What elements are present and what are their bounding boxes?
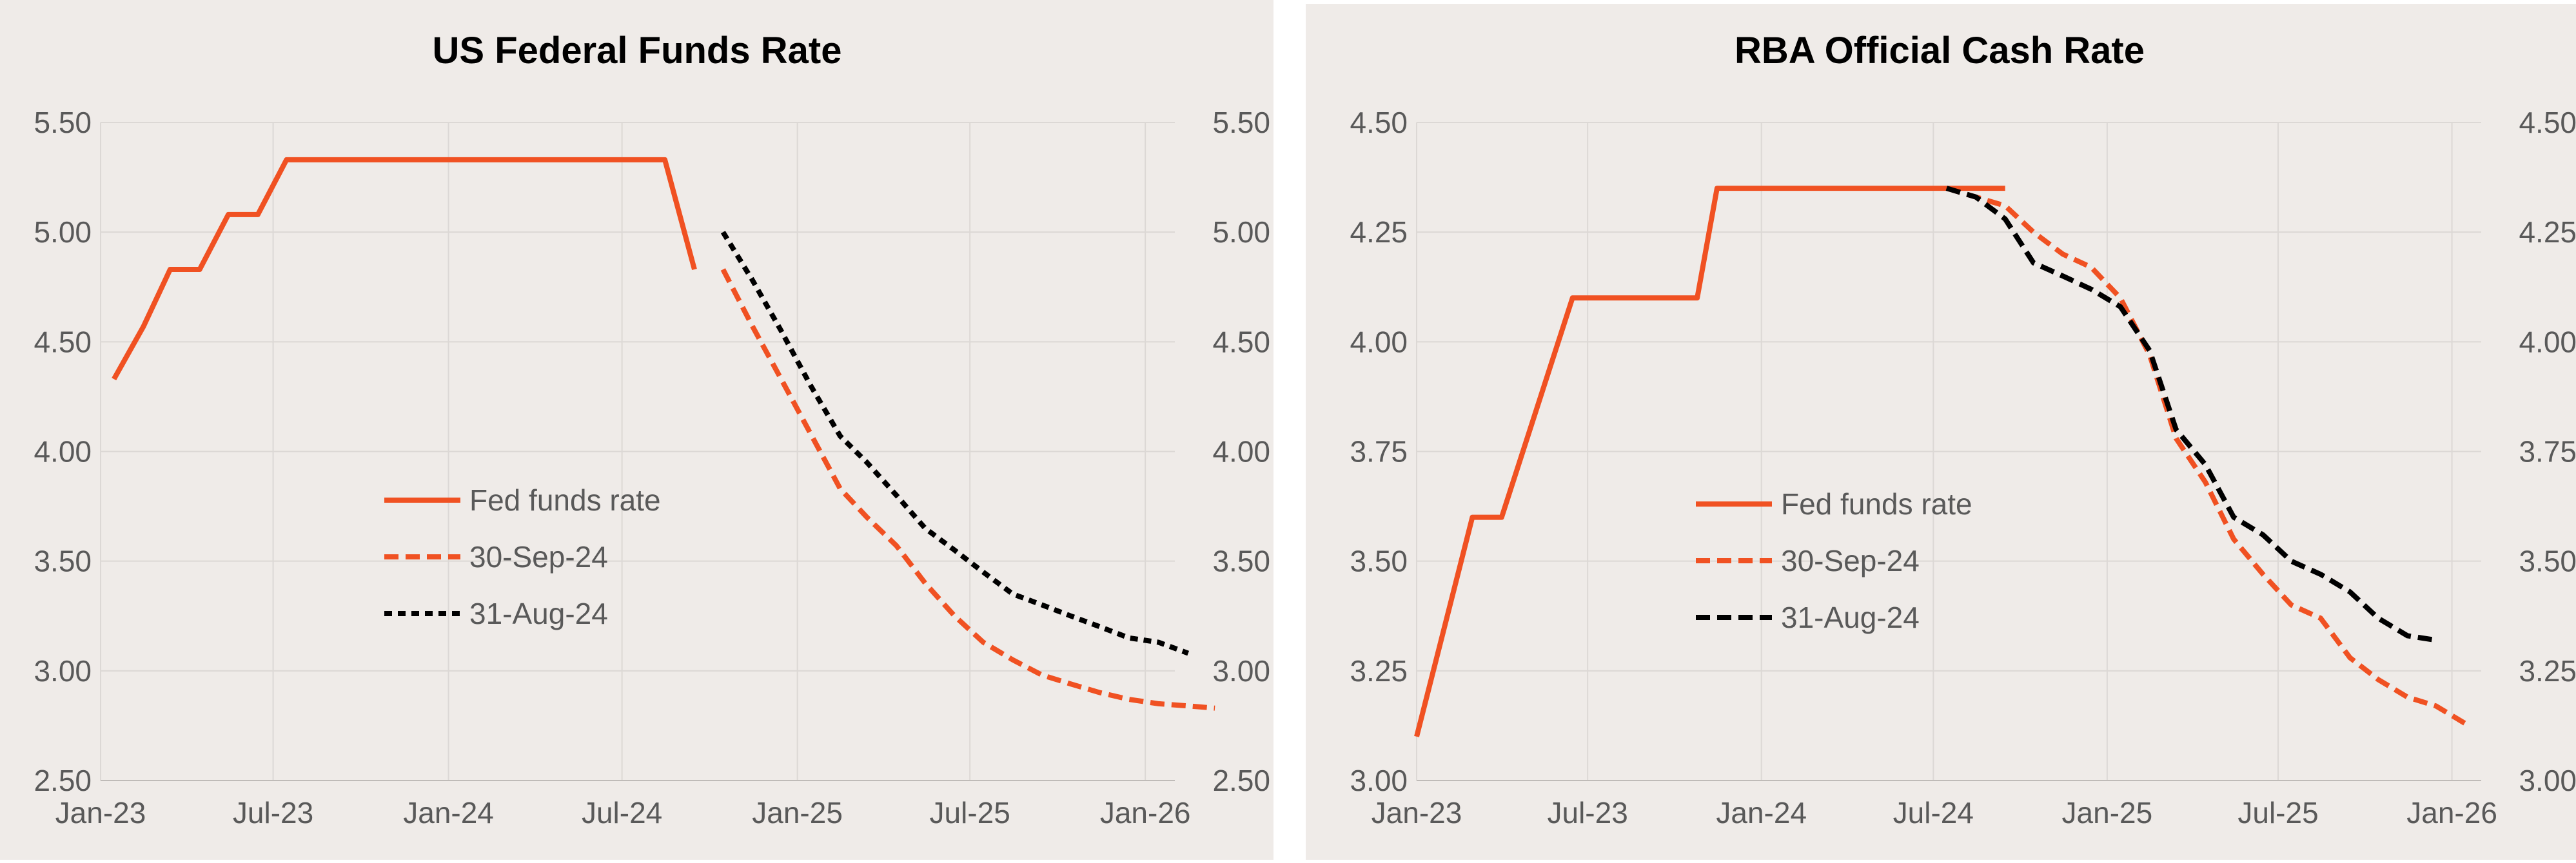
- x-tick-label: Jul-24: [582, 796, 662, 829]
- y-tick-label-right: 3.50: [2519, 545, 2576, 578]
- x-tick-label: Jan-23: [1372, 796, 1462, 829]
- chart-panel-2: RBA Official Cash Rate 3.00 3.00 3.25 3.25 3.…: [1306, 4, 2576, 860]
- y-tick-label-left: 4.00: [1350, 325, 1408, 358]
- y-tick-label-left: 4.00: [34, 435, 92, 469]
- y-tick-label-right: 2.50: [1212, 764, 1270, 797]
- y-tick-label-right: 4.00: [2519, 325, 2576, 358]
- y-tick-label-right: 4.25: [2519, 215, 2576, 249]
- y-tick-label-left: 4.50: [1350, 106, 1408, 139]
- y-tick-label-left: 5.00: [34, 215, 92, 249]
- y-tick-label-left: 3.75: [1350, 435, 1408, 469]
- series-line-1: [1414, 186, 2005, 737]
- y-tick-label-left: 3.00: [34, 654, 92, 688]
- chart-title: US Federal Funds Rate: [433, 30, 842, 72]
- y-tick-label-right: 5.50: [1212, 106, 1270, 139]
- chart-title: RBA Official Cash Rate: [1735, 30, 2145, 72]
- y-tick-label-right: 3.75: [2519, 435, 2576, 469]
- y-tick-label-right: 4.00: [1212, 435, 1270, 469]
- y-tick-label-right: 3.00: [1212, 654, 1270, 688]
- y-tick-label-left: 3.25: [1350, 654, 1408, 688]
- x-tick-label: Jan-26: [2406, 796, 2497, 829]
- y-tick-label-right: 3.50: [1212, 545, 1270, 578]
- series-line-2: [1945, 186, 2467, 726]
- y-tick-label-left: 2.50: [34, 764, 92, 797]
- chart-background: [1306, 4, 2576, 860]
- legend-label: 31-Aug-24: [469, 597, 608, 630]
- legend-label: Fed funds rate: [469, 483, 661, 517]
- x-tick-label: Jul-24: [1893, 796, 1974, 829]
- legend-label: 30-Sep-24: [469, 540, 608, 574]
- series-line-3: [720, 231, 1190, 656]
- y-tick-label-right: 3.00: [2519, 764, 2576, 797]
- chart-panel-1: US Federal Funds Rate 2.50 2.50 3.00 3.00 3.5…: [0, 0, 1273, 860]
- series-line-1: [112, 157, 697, 381]
- x-tick-label: Jan-26: [1100, 796, 1191, 829]
- y-tick-label-left: 3.50: [1350, 545, 1408, 578]
- y-tick-label-right: 4.50: [1212, 325, 1270, 358]
- y-tick-label-left: 5.50: [34, 106, 92, 139]
- y-tick-label-right: 5.00: [1212, 215, 1270, 249]
- x-tick-label: Jul-25: [2237, 796, 2318, 829]
- y-tick-label-right: 4.50: [2519, 106, 2576, 139]
- y-tick-label-left: 3.00: [1350, 764, 1408, 797]
- chart-background: [0, 0, 1273, 860]
- x-tick-label: Jul-23: [1548, 796, 1628, 829]
- x-tick-label: Jul-23: [233, 796, 313, 829]
- series-line-2: [720, 268, 1215, 711]
- x-tick-label: Jul-25: [930, 796, 1010, 829]
- legend-label: 30-Sep-24: [1781, 544, 1920, 577]
- x-tick-label: Jan-24: [1716, 796, 1807, 829]
- y-tick-label-left: 4.25: [1350, 215, 1408, 249]
- x-tick-label: Jan-25: [752, 796, 843, 829]
- legend-label: Fed funds rate: [1781, 487, 1972, 521]
- x-tick-label: Jan-24: [403, 796, 494, 829]
- y-tick-label-left: 4.50: [34, 325, 92, 358]
- y-tick-label-right: 3.25: [2519, 654, 2576, 688]
- legend-label: 31-Aug-24: [1781, 601, 1920, 634]
- x-tick-label: Jan-23: [55, 796, 146, 829]
- x-tick-label: Jan-25: [2062, 796, 2153, 829]
- y-tick-label-left: 3.50: [34, 545, 92, 578]
- series-line-3: [1945, 186, 2437, 643]
